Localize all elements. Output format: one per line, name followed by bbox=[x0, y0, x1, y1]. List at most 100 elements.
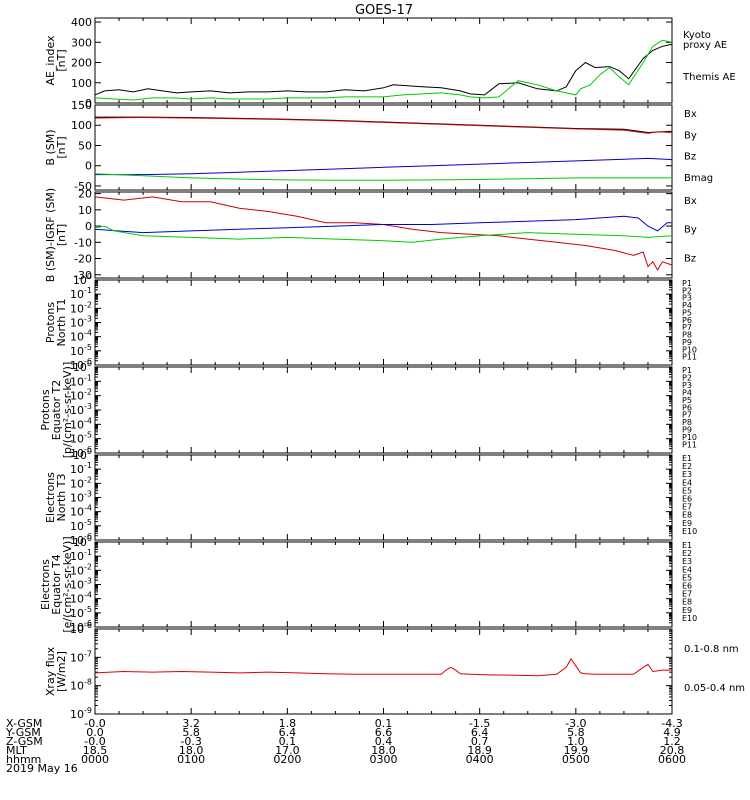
legend-entry: E9 bbox=[682, 606, 692, 615]
legend-entry: Themis AE bbox=[682, 72, 736, 83]
x-tick-value: 0600 bbox=[658, 753, 686, 766]
x-tick-value: 3.2 bbox=[182, 717, 200, 730]
x-tick-value: 1.8 bbox=[279, 717, 297, 730]
legend-entry: Kyoto bbox=[683, 30, 711, 41]
legend-entry: P2 bbox=[682, 373, 692, 382]
y-tick-label: 10-3 bbox=[70, 490, 92, 505]
legend-entry: By bbox=[684, 130, 697, 141]
legend-entry: E10 bbox=[682, 614, 697, 623]
x-tick-value: 18.0 bbox=[371, 744, 396, 757]
series-line bbox=[95, 116, 673, 134]
y-tick-label: 50 bbox=[78, 139, 92, 152]
y-axis-label: AE_index bbox=[44, 35, 57, 86]
y-tick-label: 10-6 bbox=[70, 621, 92, 636]
x-tick-value: 0.0 bbox=[86, 726, 104, 739]
legend-entry: E5 bbox=[682, 573, 692, 582]
x-tick-value: 1.2 bbox=[663, 735, 681, 748]
y-tick-label: 10-4 bbox=[70, 504, 92, 519]
x-tick-value: 0.1 bbox=[279, 735, 297, 748]
x-tick-value: 4.9 bbox=[663, 726, 681, 739]
series-line bbox=[94, 173, 672, 181]
y-axis-label: Equator T4 bbox=[50, 554, 63, 614]
y-tick-label: -30 bbox=[74, 269, 92, 282]
y-tick-label: 400 bbox=[71, 16, 92, 29]
series-line bbox=[95, 157, 673, 176]
x-tick-value: 20.8 bbox=[660, 744, 685, 757]
x-tick-value: 0100 bbox=[177, 753, 205, 766]
y-tick-label: 10-8 bbox=[70, 678, 92, 693]
y-tick-label: 300 bbox=[71, 36, 92, 49]
x-tick-value: 0400 bbox=[466, 753, 494, 766]
legend-entry: E10 bbox=[682, 527, 697, 536]
legend-entry: P1 bbox=[682, 279, 692, 288]
panel-e1: 10-610-510-410-310-210-1100ElectronsNort… bbox=[44, 447, 697, 547]
legend-entry: E5 bbox=[682, 486, 692, 495]
y-axis-label: B (SM) bbox=[44, 129, 57, 165]
y-axis-label: North T1 bbox=[55, 299, 68, 347]
panel-e2: 10-610-510-410-310-210-1100ElectronsEqua… bbox=[39, 534, 697, 634]
x-row-label: 2019 May 16 bbox=[6, 762, 78, 775]
y-tick-label: 100 bbox=[73, 359, 92, 374]
y-axis-label: Xray flux bbox=[44, 646, 57, 696]
legend-entry: Bz bbox=[684, 152, 696, 163]
panel-bsm: -50 0 50 100 150 B (SM)[nT] Bx By Bz Bmag bbox=[44, 99, 713, 193]
legend-entry: E3 bbox=[682, 557, 692, 566]
series-line bbox=[94, 657, 672, 677]
y-tick-label: 10-4 bbox=[70, 329, 92, 344]
y-tick-label: 100 bbox=[73, 272, 92, 287]
panel-frame bbox=[94, 454, 673, 541]
y-tick-label: 10-2 bbox=[70, 475, 92, 490]
legend-entry: P2 bbox=[682, 286, 692, 295]
y-tick-label: 10-7 bbox=[70, 649, 92, 664]
series-line bbox=[94, 116, 673, 134]
y-tick-label: 100 bbox=[73, 534, 92, 549]
x-tick-value: -0.0 bbox=[84, 735, 105, 748]
x-tick-value: -0.0 bbox=[84, 717, 105, 730]
x-tick-value: -1.5 bbox=[469, 717, 490, 730]
x-tick-value: 6.6 bbox=[375, 726, 393, 739]
panel-frame bbox=[94, 541, 673, 628]
y-tick-label: 100 bbox=[71, 77, 92, 90]
y-tick-label: 10-2 bbox=[70, 300, 92, 315]
legend-entry: P9 bbox=[682, 338, 692, 347]
legend-entry: Bx bbox=[684, 196, 697, 207]
y-axis-label: [nT] bbox=[55, 136, 68, 158]
legend-entry: E4 bbox=[682, 478, 692, 487]
x-row-label: X-GSM bbox=[6, 717, 42, 730]
legend-entry: P10 bbox=[682, 345, 697, 354]
legend-entry: P3 bbox=[682, 294, 692, 303]
x-tick-value: 18.9 bbox=[467, 744, 492, 757]
y-tick-label: -10 bbox=[74, 236, 92, 249]
y-tick-label: 10-1 bbox=[70, 461, 92, 476]
legend-entry: P5 bbox=[682, 308, 692, 317]
x-tick-value: -4.3 bbox=[661, 717, 682, 730]
legend-entry: 0.1-0.8 nm bbox=[684, 644, 739, 655]
x-tick-value: 18.0 bbox=[179, 744, 204, 757]
x-tick-value: 0300 bbox=[370, 753, 398, 766]
x-tick-value: 18.5 bbox=[83, 744, 108, 757]
y-axis-label: [W/m2] bbox=[55, 651, 68, 692]
legend-entry: P11 bbox=[682, 353, 697, 362]
panel-p1: 10-610-510-410-310-210-1100ProtonsNorth … bbox=[44, 272, 697, 372]
y-tick-label: 10-1 bbox=[70, 286, 92, 301]
panel-bigrf: -30 -20 -10 0 10 20 B (SM)-IGRF (SM)[nT] Bx By Bz bbox=[44, 188, 697, 283]
x-tick-value: -0.3 bbox=[180, 735, 201, 748]
legend-entry: E7 bbox=[682, 590, 692, 599]
legend-entry: P10 bbox=[682, 433, 697, 442]
series-line bbox=[94, 43, 673, 96]
series-line bbox=[94, 196, 673, 271]
x-row-label: hhmm bbox=[6, 753, 41, 766]
x-tick-value: 1.0 bbox=[567, 735, 585, 748]
legend-entry: P7 bbox=[682, 411, 692, 420]
panel-p2: 10-610-510-410-310-210-1100ProtonsEquato… bbox=[39, 359, 697, 460]
legend-entry: E8 bbox=[682, 511, 692, 520]
y-tick-label: -20 bbox=[74, 253, 92, 266]
legend-entry: E8 bbox=[682, 598, 692, 607]
y-axis-label: Protons bbox=[44, 302, 57, 343]
y-tick-label: 100 bbox=[73, 447, 92, 462]
x-tick-value: 6.4 bbox=[471, 726, 489, 739]
legend-entry: P5 bbox=[682, 396, 692, 405]
y-axis-label: Equator T2 bbox=[50, 380, 63, 440]
x-tick-value: 0200 bbox=[273, 753, 301, 766]
